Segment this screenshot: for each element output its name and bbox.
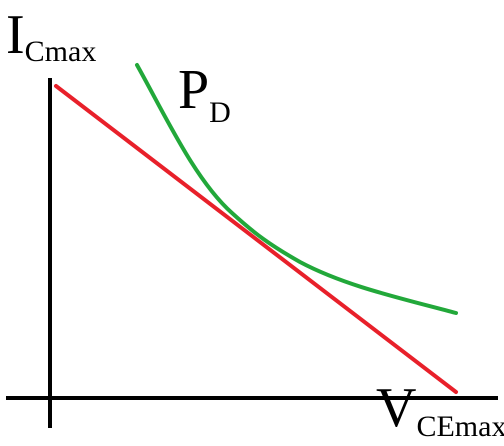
curve-label-main: P [178, 59, 209, 121]
load-line [54, 84, 458, 394]
x-axis-label-subscript: CEmax [416, 410, 504, 443]
y-axis-label-subscript: Cmax [25, 35, 97, 68]
y-axis-label: ICmax [6, 4, 96, 68]
curve-label: PD [178, 59, 231, 129]
curve-label-subscript: D [209, 96, 231, 129]
power-dissipation-curve [135, 63, 458, 315]
x-axis-label-main: V [376, 377, 416, 439]
y-axis-label-main: I [6, 4, 25, 66]
x-axis-label: VCEmax [376, 377, 504, 443]
